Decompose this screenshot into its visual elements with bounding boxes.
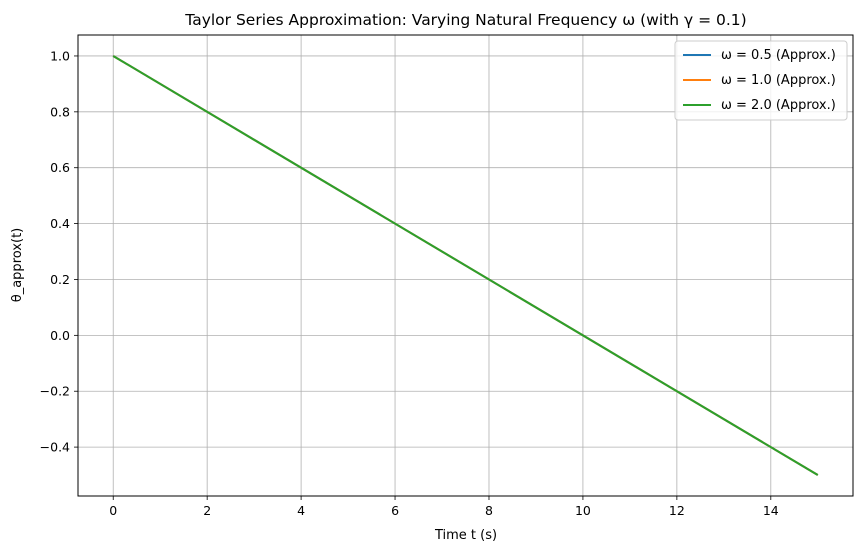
axes-frame — [77, 34, 854, 497]
x-tick-label: 6 — [391, 503, 399, 518]
x-axis: 0 2 4 6 8 10 12 14 — [109, 496, 779, 518]
x-tick-label: 10 — [575, 503, 591, 518]
y-tick-label: 1.0 — [50, 48, 70, 63]
series-line-2 — [112, 55, 819, 476]
x-tick-label: 14 — [763, 503, 779, 518]
x-tick-label: 0 — [109, 503, 117, 518]
legend: ω = 0.5 (Approx.) ω = 1.0 (Approx.) ω = … — [674, 40, 848, 121]
y-tick-label: −0.4 — [40, 440, 70, 455]
y-axis: −0.4 −0.2 0.0 0.2 0.4 0.6 0.8 1.0 — [40, 48, 78, 455]
x-axis-label: Time t (s) — [434, 528, 497, 543]
y-tick-label: 0.4 — [50, 216, 70, 231]
series-layer — [112, 55, 819, 476]
x-tick-label: 4 — [297, 503, 305, 518]
y-tick-label: 0.6 — [50, 160, 70, 175]
chart-title: Taylor Series Approximation: Varying Nat… — [184, 11, 746, 29]
y-tick-label: −0.2 — [40, 384, 70, 399]
y-tick-label: 0.8 — [50, 104, 70, 119]
grid — [78, 35, 853, 496]
x-tick-label: 8 — [485, 503, 493, 518]
legend-label-omega-0.5: ω = 0.5 (Approx.) — [721, 48, 836, 63]
y-axis-label: θ_approx(t) — [10, 228, 25, 302]
legend-box — [674, 40, 848, 121]
y-tick-label: 0.2 — [50, 272, 70, 287]
legend-label-omega-2.0: ω = 2.0 (Approx.) — [721, 98, 836, 113]
legend-label-omega-1.0: ω = 1.0 (Approx.) — [721, 73, 836, 88]
x-tick-label: 12 — [669, 503, 685, 518]
y-tick-label: 0.0 — [50, 328, 70, 343]
x-tick-label: 2 — [203, 503, 211, 518]
